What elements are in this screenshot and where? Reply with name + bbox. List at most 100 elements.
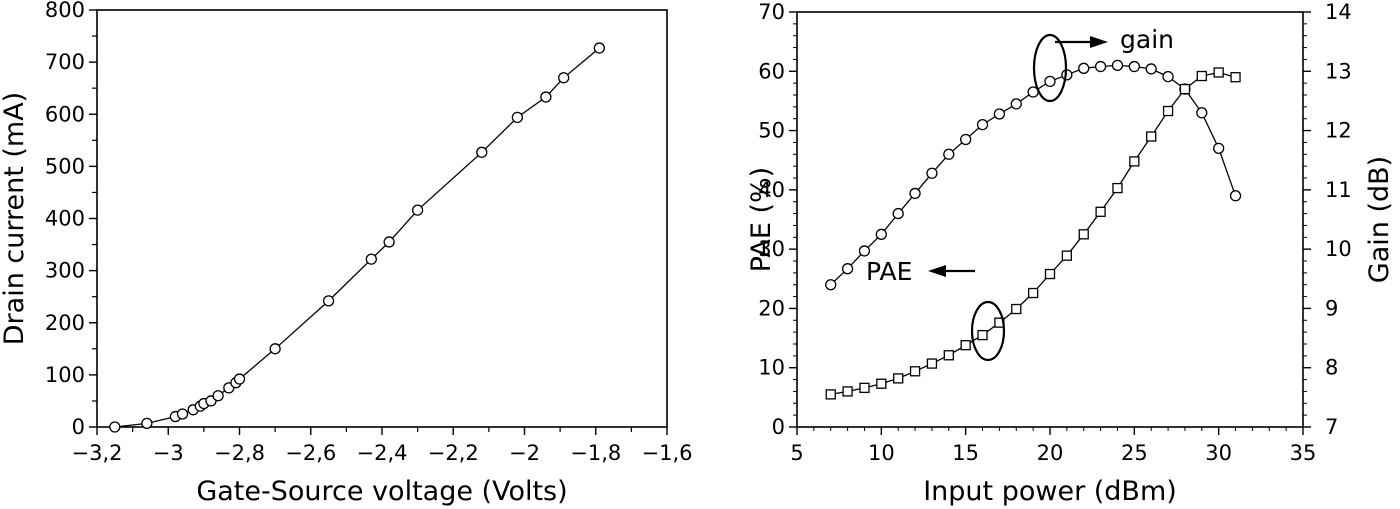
drain-current-point (411, 204, 424, 216)
gain-point (909, 187, 921, 200)
drain-current-point (109, 421, 121, 433)
drain-current-chart: −3,2 −3 −2,8 −2,6 −2,4 −2,2 −2 −1,8 −1,6 0 100 200… (0, 0, 693, 507)
pae-point (943, 350, 954, 361)
right-x-ticks: 5 10 15 20 25 30 35 (790, 427, 1316, 465)
left-y-axis-title: Drain current (mA) (0, 92, 30, 345)
gain-tick-label: 14 (1325, 0, 1352, 24)
gain-point (993, 108, 1006, 120)
drain-current-point (269, 343, 281, 355)
gain-tick-label: 11 (1325, 178, 1352, 202)
pae-y-ticks: 0 10 20 30 40 50 60 70 (758, 0, 797, 439)
pae-point (1078, 229, 1089, 240)
gain-point (1229, 190, 1242, 202)
pae-point (1213, 67, 1224, 78)
gain-point (1078, 62, 1090, 74)
gain-annotation-arrowhead (1090, 36, 1108, 48)
gain-point (858, 245, 871, 257)
x-tick-label: −2 (509, 441, 540, 465)
pae-point (1146, 131, 1157, 142)
pae-point (1095, 206, 1106, 217)
gain-point (875, 228, 887, 240)
right-x-axis-title: Input power (dBm) (923, 476, 1177, 507)
pae-point (859, 382, 870, 394)
pae-annotation-ellipse (970, 300, 1006, 362)
gain-annotation-ellipse (1032, 33, 1068, 103)
gain-point (976, 118, 989, 131)
pae-point (960, 340, 971, 351)
pae-point (893, 373, 904, 384)
pae-point (1196, 70, 1207, 82)
x-tick-label: −1,8 (570, 441, 621, 465)
pae-y-axis-title: PAE (%) (746, 167, 777, 272)
gain-tick-label: 12 (1325, 119, 1352, 143)
y-tick-label: 200 (45, 311, 85, 335)
drain-current-point (365, 253, 377, 265)
x-tick-label: −1,6 (642, 441, 693, 465)
gain-point (1196, 107, 1208, 119)
x-tick-label: −3,2 (72, 441, 123, 465)
y-tick-label: 300 (45, 259, 85, 283)
gain-point (1094, 60, 1107, 73)
pae-tick-label: 30 (758, 237, 785, 261)
pae-point (926, 358, 938, 369)
gain-annotation-label: gain (1120, 25, 1174, 54)
pae-point (1112, 182, 1123, 194)
drain-current-line (114, 47, 600, 428)
pae-point (1061, 250, 1073, 261)
pae-point (1162, 105, 1174, 117)
gain-point (1111, 59, 1124, 72)
gain-y-axis-title: Gain (dB) (1364, 156, 1395, 283)
gain-tick-label: 13 (1325, 59, 1352, 83)
x-tick-label: −3 (153, 441, 184, 465)
pae-gain-chart: 5 10 15 20 25 30 35 0 10 20 30 40 50 60 70 7 8 9 10 11 12 1… (746, 0, 1395, 507)
y-tick-label: 600 (45, 102, 85, 126)
drain-current-point (176, 408, 189, 420)
pae-annotation-label: PAE (866, 257, 912, 286)
left-plot-frame (96, 9, 668, 428)
pae-point (1011, 303, 1022, 315)
y-tick-label: 400 (45, 207, 85, 231)
gain-tick-label: 9 (1325, 296, 1338, 320)
x-tick-label: 35 (1290, 441, 1317, 465)
y-tick-label: 800 (45, 0, 85, 22)
gain-point (943, 148, 955, 160)
x-tick-label: −2,4 (357, 441, 408, 465)
left-x-axis-title: Gate-Source voltage (Volts) (196, 476, 567, 507)
pae-point (842, 386, 853, 397)
pae-tick-label: 20 (758, 296, 785, 320)
y-tick-label: 500 (45, 154, 85, 178)
pae-point (909, 366, 921, 377)
x-tick-label: −2,2 (428, 441, 479, 465)
gain-tick-label: 7 (1325, 415, 1338, 439)
pae-tick-label: 40 (758, 178, 785, 202)
pae-point (1027, 287, 1039, 299)
gain-point (841, 263, 854, 275)
gain-point (1128, 60, 1140, 73)
pae-line (830, 71, 1236, 396)
pae-point (876, 378, 887, 389)
gain-point (926, 167, 938, 179)
x-tick-label: 10 (868, 441, 895, 465)
x-tick-label: −2,8 (214, 441, 265, 465)
pae-point (977, 329, 988, 341)
gain-point (825, 279, 837, 291)
pae-point (1044, 268, 1056, 280)
left-y-ticks: 0 100 200 300 400 500 600 700 800 (45, 0, 97, 439)
pae-point (1179, 83, 1191, 95)
pae-tick-label: 0 (772, 415, 785, 439)
x-tick-label: 30 (1205, 441, 1232, 465)
pae-point (825, 389, 836, 400)
gain-point (1145, 63, 1157, 75)
drain-current-series (109, 42, 605, 433)
gain-point (892, 207, 904, 220)
gain-point (960, 133, 972, 146)
drain-current-point (233, 373, 246, 385)
gain-point (1162, 70, 1174, 83)
x-tick-label: −2,6 (285, 441, 336, 465)
x-tick-label: 20 (1037, 441, 1064, 465)
y-tick-label: 700 (45, 50, 85, 74)
drain-current-point (383, 236, 395, 248)
pae-point (1129, 156, 1140, 167)
pae-tick-label: 60 (758, 59, 785, 83)
